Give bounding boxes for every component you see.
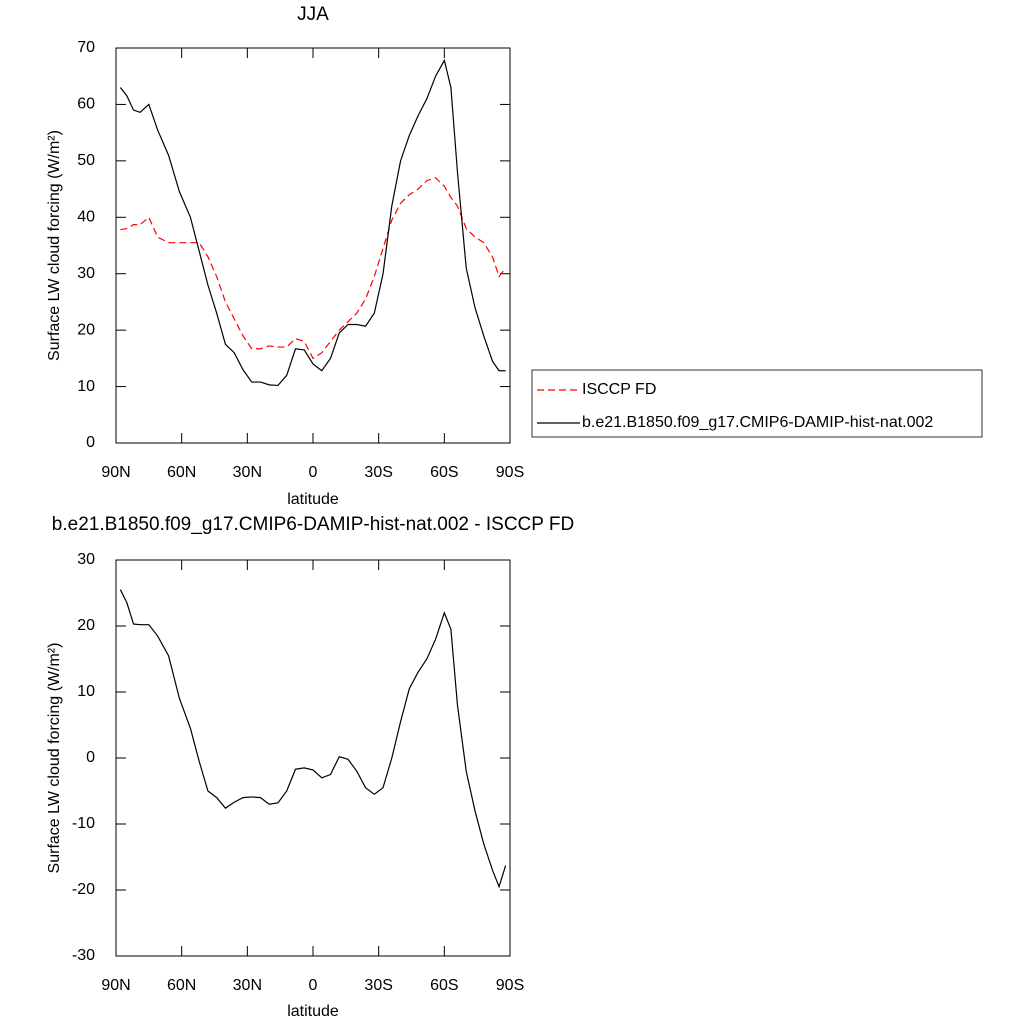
x-tick-label: 90N — [101, 977, 130, 994]
x-tick-label: 90S — [496, 977, 524, 994]
x-tick-label: 60S — [430, 977, 458, 994]
x-tick-label: 90N — [101, 464, 130, 481]
y-tick-label: 70 — [77, 39, 95, 56]
x-tick-label: 60N — [167, 464, 196, 481]
legend-box — [531, 369, 983, 438]
y-tick-label: -30 — [72, 947, 95, 964]
data-line — [119, 58, 506, 387]
plot-frame — [115, 47, 511, 444]
y-tick-label: 60 — [77, 96, 95, 113]
y-tick-label: 40 — [77, 209, 95, 226]
y-tick-label: 30 — [77, 265, 95, 282]
chart-title: b.e21.B1850.f09_g17.CMIP6-DAMIP-hist-nat… — [52, 514, 574, 535]
y-tick-label: 10 — [77, 378, 95, 395]
y-axis-label: Surface LW cloud forcing (W/m²) — [46, 643, 63, 874]
x-axis-label: latitude — [287, 491, 339, 508]
x-tick-label: 60S — [430, 464, 458, 481]
y-tick-label: -10 — [72, 815, 95, 832]
x-tick-label: 0 — [309, 977, 318, 994]
x-tick-label: 30S — [364, 977, 392, 994]
y-tick-label: 0 — [86, 749, 95, 766]
y-tick-label: 50 — [77, 152, 95, 169]
y-tick-label: 20 — [77, 617, 95, 634]
y-tick-label: 0 — [86, 434, 95, 451]
x-tick-label: 30N — [233, 464, 262, 481]
y-tick-label: -20 — [72, 881, 95, 898]
plot-frame — [115, 559, 511, 957]
y-tick-label: 10 — [77, 683, 95, 700]
x-tick-label: 0 — [309, 464, 318, 481]
legend-label: b.e21.B1850.f09_g17.CMIP6-DAMIP-hist-nat… — [582, 414, 933, 431]
chart-title: JJA — [297, 4, 329, 25]
x-tick-label: 30N — [233, 977, 262, 994]
x-tick-label: 30S — [364, 464, 392, 481]
y-axis-label: Surface LW cloud forcing (W/m²) — [46, 130, 63, 361]
x-tick-label: 60N — [167, 977, 196, 994]
y-tick-label: 30 — [77, 551, 95, 568]
data-line — [119, 589, 507, 889]
legend-label: ISCCP FD — [582, 381, 656, 398]
data-line — [120, 177, 507, 360]
x-tick-label: 90S — [496, 464, 524, 481]
y-tick-label: 20 — [77, 321, 95, 338]
x-axis-label: latitude — [287, 1003, 339, 1020]
